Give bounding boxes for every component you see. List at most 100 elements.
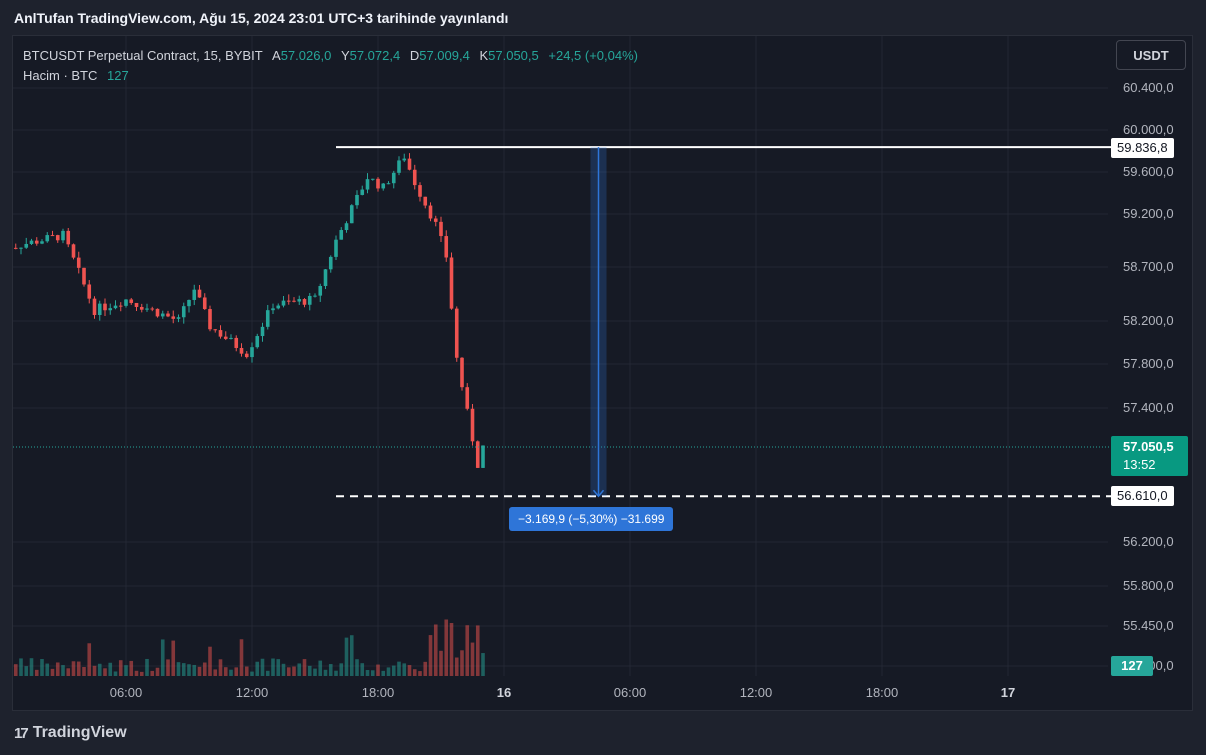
candle-body [297, 299, 302, 302]
volume-bar [323, 669, 328, 676]
candle-body [34, 240, 39, 244]
candle-body [460, 357, 464, 388]
candle-body [108, 308, 113, 311]
legend-symbol[interactable]: BTCUSDT Perpetual Contract, 15, BYBIT [23, 48, 263, 63]
candle-body [433, 218, 438, 222]
last-price-value: 57.050,5 [1123, 439, 1174, 454]
volume-bar [213, 669, 218, 676]
legend-low-value: 57.009,4 [419, 48, 470, 63]
volume-bar [349, 635, 354, 676]
volume-bar [339, 663, 344, 676]
candle-body [292, 300, 296, 302]
candle-body [192, 289, 197, 300]
volume-bar [76, 661, 81, 676]
chart-pane[interactable]: BTCUSDT Perpetual Contract, 15, BYBIT A5… [12, 35, 1193, 711]
candle-body [307, 295, 312, 305]
price-tick-label: 60.000,0 [1123, 122, 1174, 137]
price-tick-label: 55.450,0 [1123, 618, 1174, 633]
volume-bar [61, 665, 65, 676]
candle-body [360, 189, 365, 195]
candle-body [239, 347, 244, 354]
volume-legend-label[interactable]: Hacim · BTC [23, 68, 98, 83]
chart-legend: BTCUSDT Perpetual Contract, 15, BYBIT A5… [23, 46, 638, 86]
chart-canvas[interactable] [13, 36, 1193, 711]
candle-body [428, 205, 433, 219]
time-tick-label: 06:00 [613, 685, 647, 700]
price-range-label[interactable]: −3.169,9 (−5,30%) −31.699 [509, 507, 674, 531]
price-tick-label: 58.700,0 [1123, 259, 1174, 274]
time-tick-label: 12:00 [739, 685, 773, 700]
volume-bar [108, 662, 113, 676]
range-low-price-label: 56.610,0 [1111, 486, 1174, 506]
candle-body [92, 298, 97, 315]
candle-body [55, 235, 60, 241]
legend-open-value: 57.026,0 [280, 48, 332, 63]
volume-bar [202, 662, 207, 676]
candle-body [155, 308, 160, 317]
volume-bar [449, 622, 454, 676]
price-range-arrowhead [592, 489, 605, 498]
candle-body [397, 160, 401, 173]
volume-bar [34, 669, 39, 676]
candle-body [281, 300, 286, 306]
candle-body [118, 305, 123, 307]
volume-bar [376, 664, 380, 676]
candle-body [181, 306, 186, 318]
candle-body [50, 235, 55, 237]
volume-bar [150, 670, 155, 676]
candle-body [449, 257, 454, 309]
volume-bar [460, 650, 464, 676]
time-tick-label: 18:00 [361, 685, 395, 700]
candle-body [470, 408, 475, 442]
candle-body [171, 316, 176, 319]
volume-bar [139, 671, 144, 676]
volume-bar [365, 669, 370, 676]
volume-bar [187, 664, 191, 676]
candle-body [344, 223, 349, 231]
volume-bar [412, 669, 417, 676]
volume-bar [428, 635, 433, 676]
volume-bar [444, 619, 449, 676]
volume-bar [344, 637, 349, 676]
candle-body [355, 194, 359, 206]
time-tick-label: 18:00 [865, 685, 899, 700]
price-tick-label: 59.200,0 [1123, 206, 1174, 221]
candle-body [412, 169, 417, 186]
volume-bar [171, 640, 176, 676]
volume-bar [176, 662, 181, 676]
volume-bar [402, 663, 407, 676]
candle-body [29, 240, 34, 244]
candle-body [45, 235, 50, 242]
volume-bar [160, 639, 165, 676]
currency-button[interactable]: USDT [1116, 40, 1186, 70]
last-price-tag: 57.050,5 13:52 [1111, 436, 1188, 476]
candle-body [334, 239, 338, 257]
candle-body [66, 230, 71, 245]
candle-body [223, 336, 228, 339]
tradingview-brand: TradingView [32, 724, 127, 741]
candle-body [370, 178, 375, 180]
volume-bar [118, 660, 123, 676]
candle-body [82, 267, 86, 285]
volume-bar [250, 671, 254, 676]
volume-bar [66, 668, 71, 676]
tradingview-logo[interactable]: 17 TradingView [14, 724, 127, 742]
legend-low-label: D [409, 48, 420, 63]
volume-bar [297, 663, 302, 676]
volume-bar [218, 659, 223, 676]
volume-bar [87, 643, 92, 676]
volume-bar [307, 665, 312, 676]
volume-bar [454, 657, 459, 676]
volume-bar [208, 646, 212, 676]
volume-bar [260, 658, 265, 676]
candle-body [124, 299, 128, 306]
candle-body [313, 295, 317, 297]
candle-body [465, 387, 470, 409]
volume-bar [92, 665, 97, 676]
candle-body [276, 305, 281, 309]
candle-body [255, 336, 260, 348]
volume-tag: 127 [1111, 656, 1153, 676]
volume-bar [103, 668, 107, 676]
volume-bar [302, 659, 307, 676]
volume-bar [239, 639, 244, 676]
